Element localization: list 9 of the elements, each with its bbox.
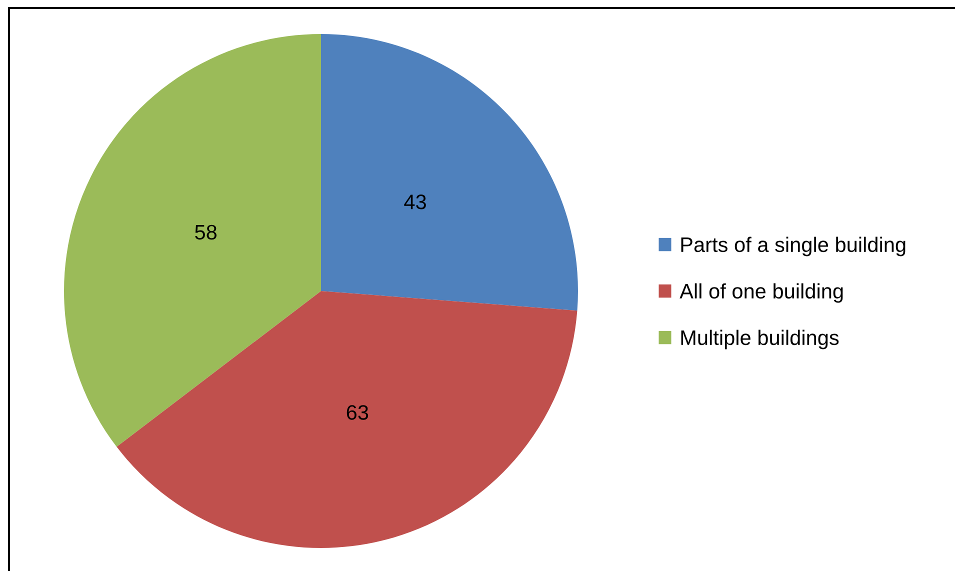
pie-slice xyxy=(64,34,321,447)
data-label: 58 xyxy=(195,224,217,240)
pie-slice xyxy=(321,34,578,311)
legend-label: All of one building xyxy=(680,283,843,303)
legend-label: Multiple buildings xyxy=(681,330,839,350)
pie-slice xyxy=(116,291,578,548)
legend-label: Parts of a single building xyxy=(681,236,906,256)
data-label: 43 xyxy=(404,194,426,210)
data-label: 63 xyxy=(346,405,368,420)
